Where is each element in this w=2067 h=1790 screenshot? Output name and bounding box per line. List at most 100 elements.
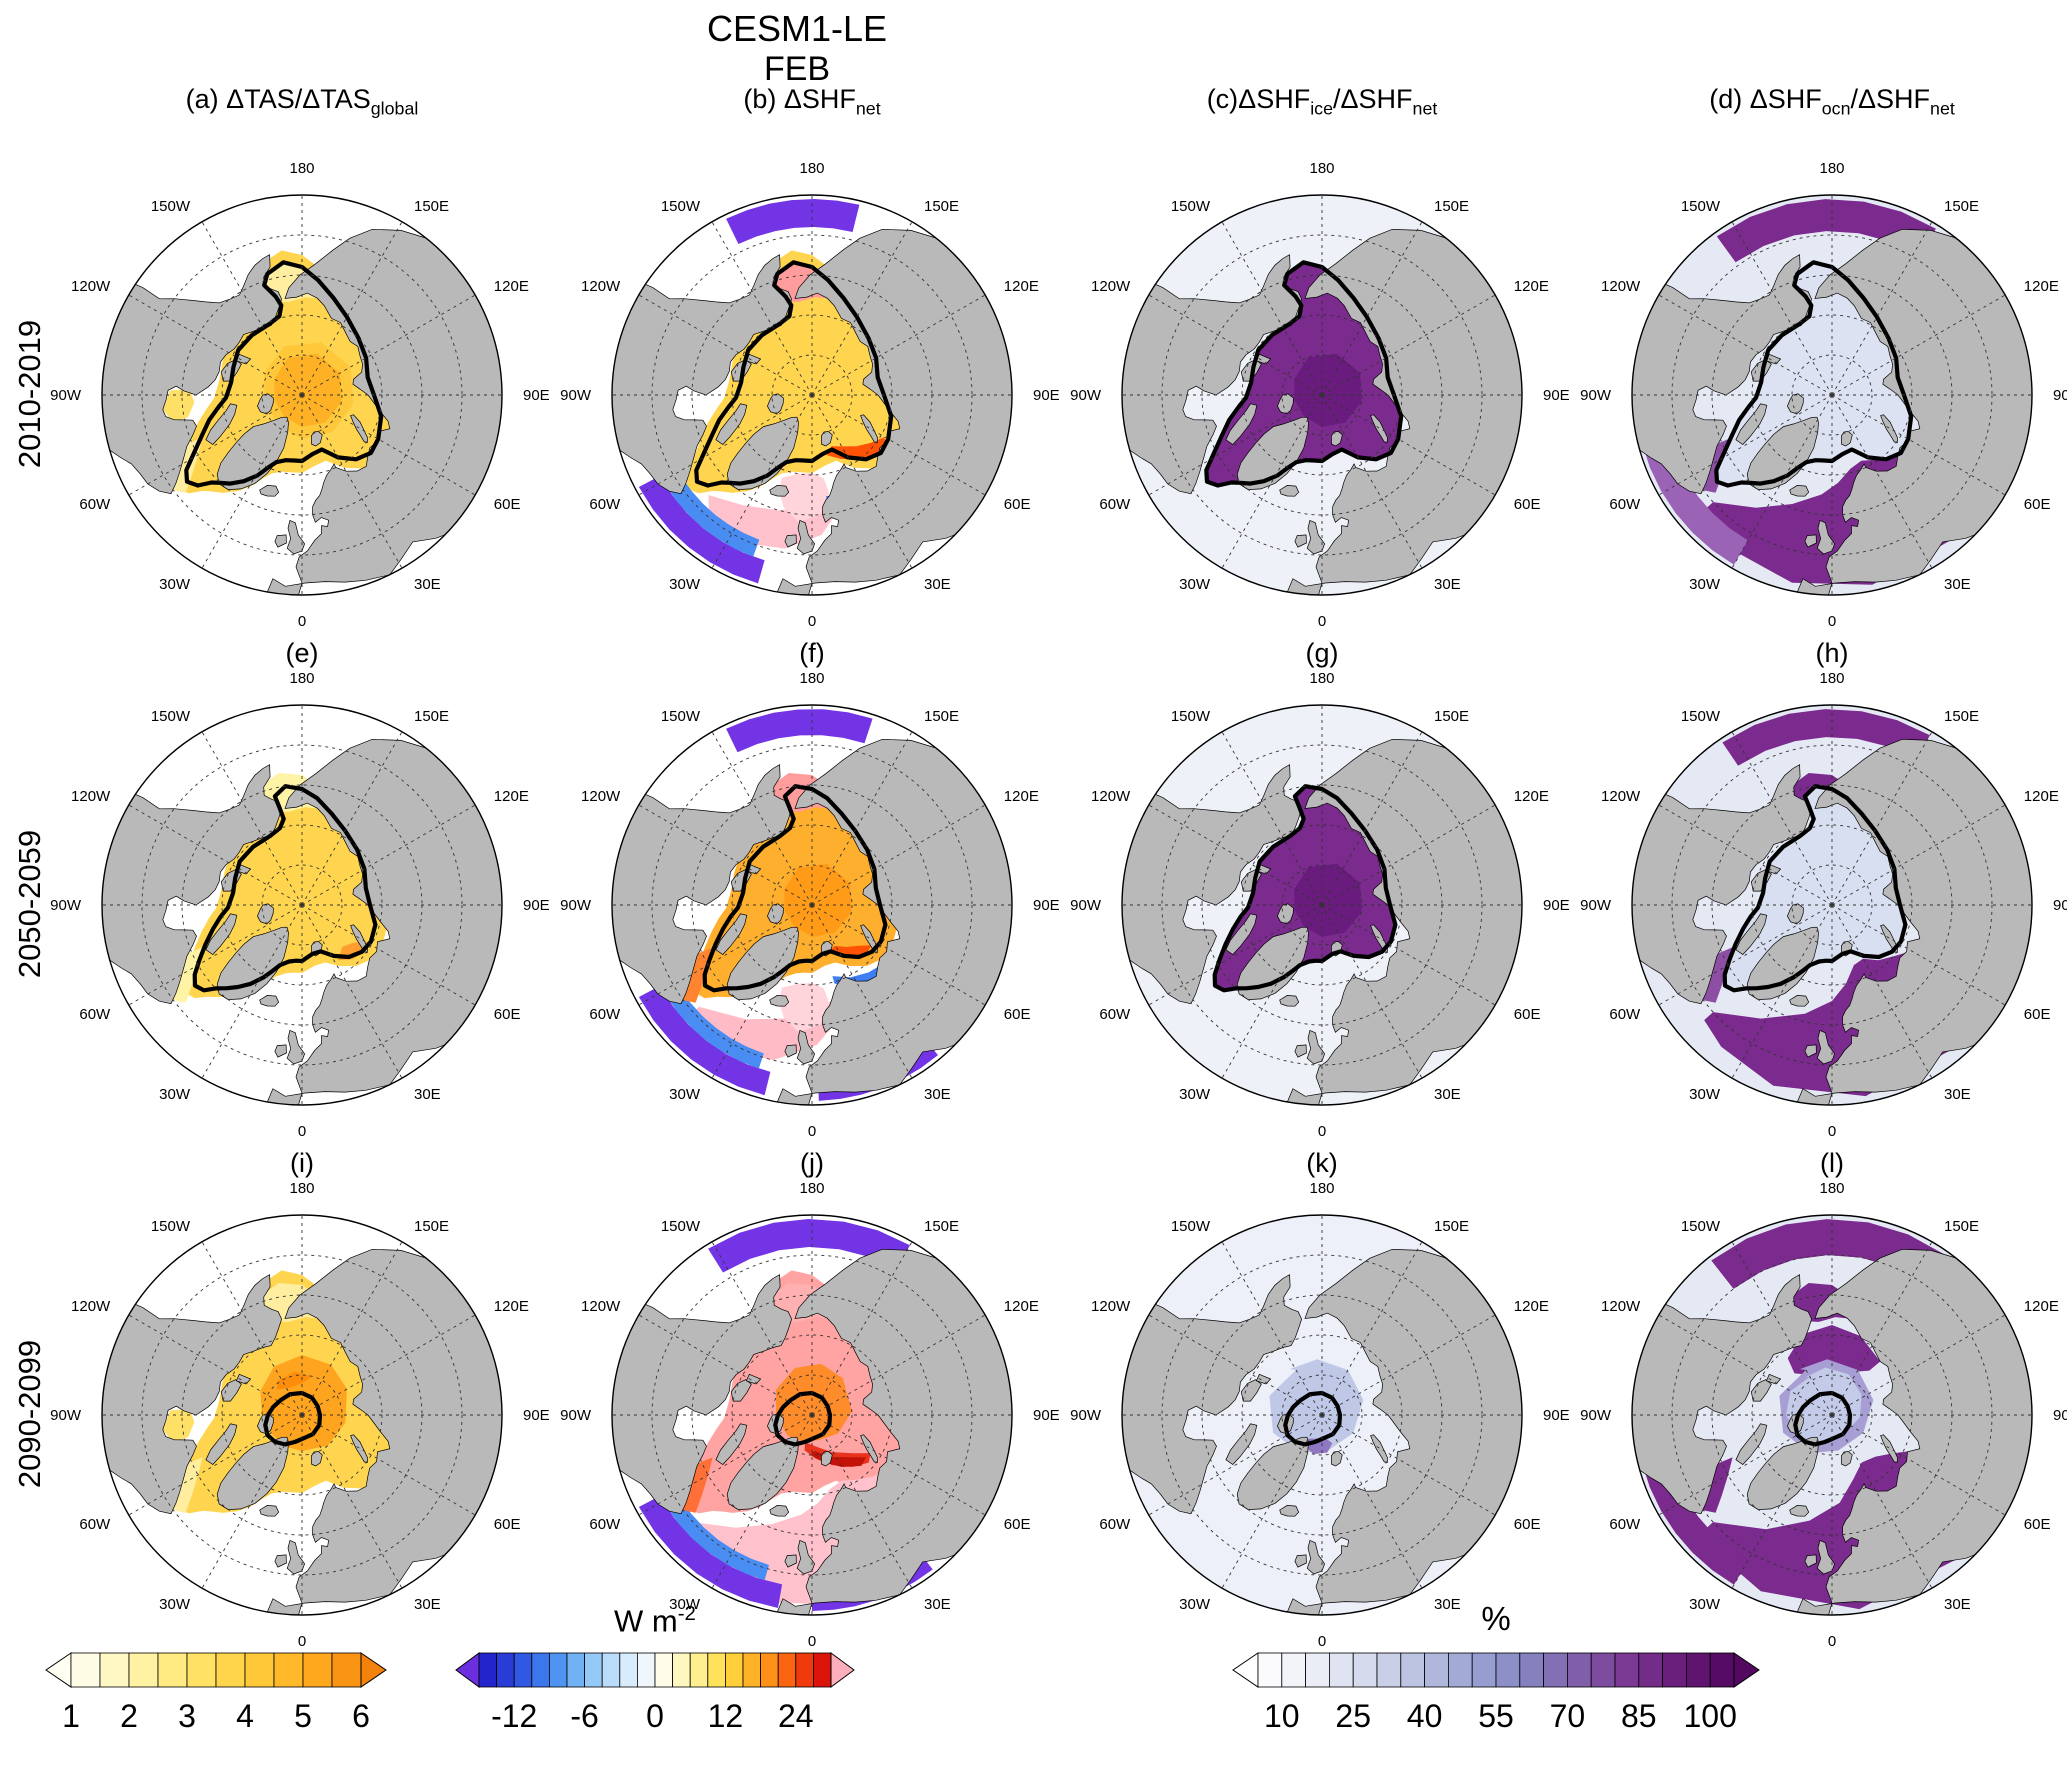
svg-text:30W: 30W xyxy=(159,1596,191,1613)
svg-text:150E: 150E xyxy=(924,198,959,215)
svg-text:180: 180 xyxy=(799,670,824,687)
panel-j-map: 180 150W 150E 120W 120E 90W 90E 60W 60E 30W 30E 0 xyxy=(560,1180,1060,1650)
svg-text:60E: 60E xyxy=(1514,496,1541,513)
column-title-d: (d) ΔSHFocn/ΔSHFnet xyxy=(1709,84,1955,119)
row-label-2090-2099: 2090-2099 xyxy=(12,1339,47,1489)
svg-text:90W: 90W xyxy=(1070,1407,1102,1424)
svg-text:60W: 60W xyxy=(589,496,621,513)
panel-k-map: 180 150W 150E 120W 120E 90W 90E 60W 60E 30W 30E 0 xyxy=(1070,1180,1570,1650)
svg-text:90E: 90E xyxy=(1543,387,1570,404)
svg-text:90W: 90W xyxy=(1580,1407,1612,1424)
panel-h-map: 180 150W 150E 120W 120E 90W 90E 60W 60E 30W 30E 0 xyxy=(1580,670,2067,1140)
column-title-c: (c)ΔSHFice/ΔSHFnet xyxy=(1206,84,1438,119)
svg-text:90E: 90E xyxy=(523,897,550,914)
panel-i-label: (i) xyxy=(290,1148,314,1178)
panel-a-map: 180 150W 150E 120W 120E 90W 90E 60W 60E 30W 30E 0 xyxy=(50,160,550,630)
svg-text:90W: 90W xyxy=(50,387,82,404)
svg-text:30E: 30E xyxy=(1944,1086,1971,1103)
svg-text:30W: 30W xyxy=(1689,1596,1721,1613)
svg-text:150W: 150W xyxy=(661,198,701,215)
svg-text:120E: 120E xyxy=(1514,788,1549,805)
svg-text:30W: 30W xyxy=(1689,1086,1721,1103)
svg-text:60W: 60W xyxy=(1099,496,1131,513)
svg-text:150W: 150W xyxy=(661,1218,701,1235)
svg-text:120E: 120E xyxy=(494,788,529,805)
svg-text:2: 2 xyxy=(120,1698,138,1734)
svg-text:0: 0 xyxy=(808,1123,816,1140)
svg-text:90W: 90W xyxy=(560,897,592,914)
svg-text:0: 0 xyxy=(1828,1123,1836,1140)
svg-text:180: 180 xyxy=(1819,670,1844,687)
svg-text:30W: 30W xyxy=(159,1086,191,1103)
svg-text:30E: 30E xyxy=(924,1596,951,1613)
svg-text:85: 85 xyxy=(1621,1698,1657,1734)
svg-text:120W: 120W xyxy=(581,788,621,805)
svg-text:0: 0 xyxy=(1828,1633,1836,1650)
row-label-2010-2019: 2010-2019 xyxy=(12,319,47,469)
svg-text:180: 180 xyxy=(1309,670,1334,687)
svg-text:70: 70 xyxy=(1550,1698,1586,1734)
svg-text:-6: -6 xyxy=(570,1698,598,1734)
svg-text:90W: 90W xyxy=(560,1407,592,1424)
svg-text:-12: -12 xyxy=(491,1698,537,1734)
colorbar-percent: 10 25 40 55 70 85 100 xyxy=(1232,1652,1760,1749)
panel-c-map: 180 150W 150E 120W 120E 90W 90E 60W 60E 30W 30E 0 xyxy=(1070,160,1570,630)
svg-text:90W: 90W xyxy=(50,897,82,914)
svg-text:60E: 60E xyxy=(2024,1006,2051,1023)
svg-text:0: 0 xyxy=(1318,1633,1326,1650)
svg-text:90W: 90W xyxy=(50,1407,82,1424)
svg-text:180: 180 xyxy=(799,160,824,177)
svg-text:60E: 60E xyxy=(1004,1006,1031,1023)
svg-text:30E: 30E xyxy=(1434,1086,1461,1103)
svg-text:30E: 30E xyxy=(1434,1596,1461,1613)
svg-text:30W: 30W xyxy=(669,1596,701,1613)
panel-e-label: (e) xyxy=(285,638,319,668)
svg-text:120W: 120W xyxy=(1601,1298,1641,1315)
panel-f-map: 180 150W 150E 120W 120E 90W 90E 60W 60E 30W 30E 0 xyxy=(560,670,1060,1140)
svg-text:90W: 90W xyxy=(1580,387,1612,404)
svg-text:60W: 60W xyxy=(79,1516,111,1533)
svg-text:30W: 30W xyxy=(1689,576,1721,593)
svg-text:120E: 120E xyxy=(1514,278,1549,295)
svg-text:0: 0 xyxy=(298,1123,306,1140)
svg-text:30E: 30E xyxy=(924,576,951,593)
svg-text:120W: 120W xyxy=(1091,1298,1131,1315)
svg-text:180: 180 xyxy=(289,670,314,687)
svg-text:0: 0 xyxy=(298,1633,306,1650)
svg-text:150W: 150W xyxy=(1171,1218,1211,1235)
svg-text:120W: 120W xyxy=(1601,788,1641,805)
colorbar-shf: -12 -6 0 12 24 xyxy=(455,1652,855,1749)
svg-text:90E: 90E xyxy=(1033,897,1060,914)
svg-text:120E: 120E xyxy=(1004,1298,1039,1315)
svg-text:30W: 30W xyxy=(1179,1086,1211,1103)
svg-text:60W: 60W xyxy=(79,1006,111,1023)
svg-text:4: 4 xyxy=(236,1698,254,1734)
svg-text:12: 12 xyxy=(708,1698,744,1734)
svg-text:90E: 90E xyxy=(2053,1407,2067,1424)
svg-text:90E: 90E xyxy=(1033,387,1060,404)
svg-text:60W: 60W xyxy=(1609,496,1641,513)
svg-text:30E: 30E xyxy=(1944,576,1971,593)
svg-text:150E: 150E xyxy=(924,708,959,725)
svg-text:90W: 90W xyxy=(1070,387,1102,404)
figure-title: CESM1-LE xyxy=(706,8,888,49)
colorbar-pct-unit: % xyxy=(1481,1600,1511,1637)
svg-text:30E: 30E xyxy=(414,1596,441,1613)
panel-b-map: 180 150W 150E 120W 120E 90W 90E 60W 60E 30W 30E 0 xyxy=(560,160,1060,630)
svg-text:60E: 60E xyxy=(1514,1516,1541,1533)
svg-text:150W: 150W xyxy=(1171,198,1211,215)
svg-text:60W: 60W xyxy=(1099,1516,1131,1533)
svg-text:3: 3 xyxy=(178,1698,196,1734)
svg-text:120W: 120W xyxy=(1091,278,1131,295)
svg-text:60W: 60W xyxy=(1609,1516,1641,1533)
svg-text:120W: 120W xyxy=(1091,788,1131,805)
panel-i-map: 180 150W 150E 120W 120E 90W 90E 60W 60E 30W 30E 0 xyxy=(50,1180,550,1650)
svg-text:30E: 30E xyxy=(1944,1596,1971,1613)
svg-text:90E: 90E xyxy=(523,387,550,404)
svg-text:0: 0 xyxy=(1318,1123,1326,1140)
svg-text:30W: 30W xyxy=(669,1086,701,1103)
svg-text:180: 180 xyxy=(1309,1180,1334,1197)
svg-text:120E: 120E xyxy=(1004,788,1039,805)
svg-text:120E: 120E xyxy=(2024,278,2059,295)
